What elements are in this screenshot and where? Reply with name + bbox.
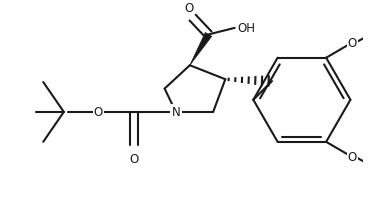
- Polygon shape: [190, 33, 212, 66]
- Text: O: O: [129, 152, 138, 165]
- Text: O: O: [348, 37, 357, 50]
- Text: O: O: [94, 106, 103, 119]
- Text: O: O: [184, 2, 194, 15]
- Text: OH: OH: [237, 22, 255, 35]
- Text: N: N: [171, 106, 180, 119]
- Text: O: O: [348, 150, 357, 163]
